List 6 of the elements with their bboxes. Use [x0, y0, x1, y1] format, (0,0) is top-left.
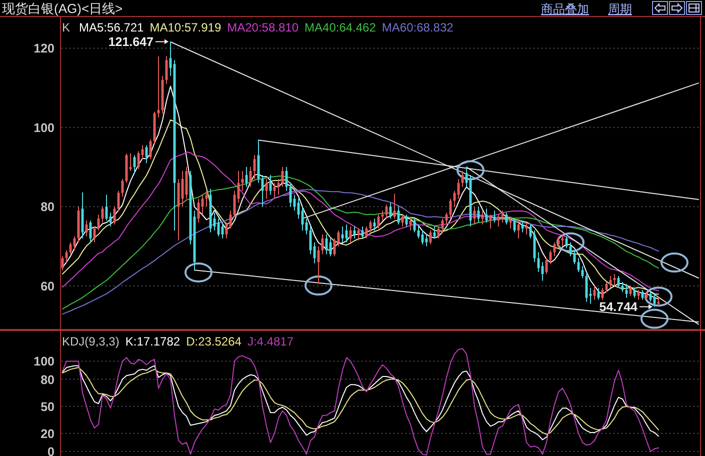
y-tick-label: 80: [40, 372, 55, 387]
y-tick-label: 100: [34, 354, 55, 369]
y-tick-label: 0: [48, 444, 55, 456]
y-tick-label: 20: [40, 426, 55, 441]
legend: KDJ(9,3,3) K:17.1782 D:23.5264 J:4.4817: [62, 334, 294, 348]
y-tick-label: 50: [40, 400, 55, 414]
